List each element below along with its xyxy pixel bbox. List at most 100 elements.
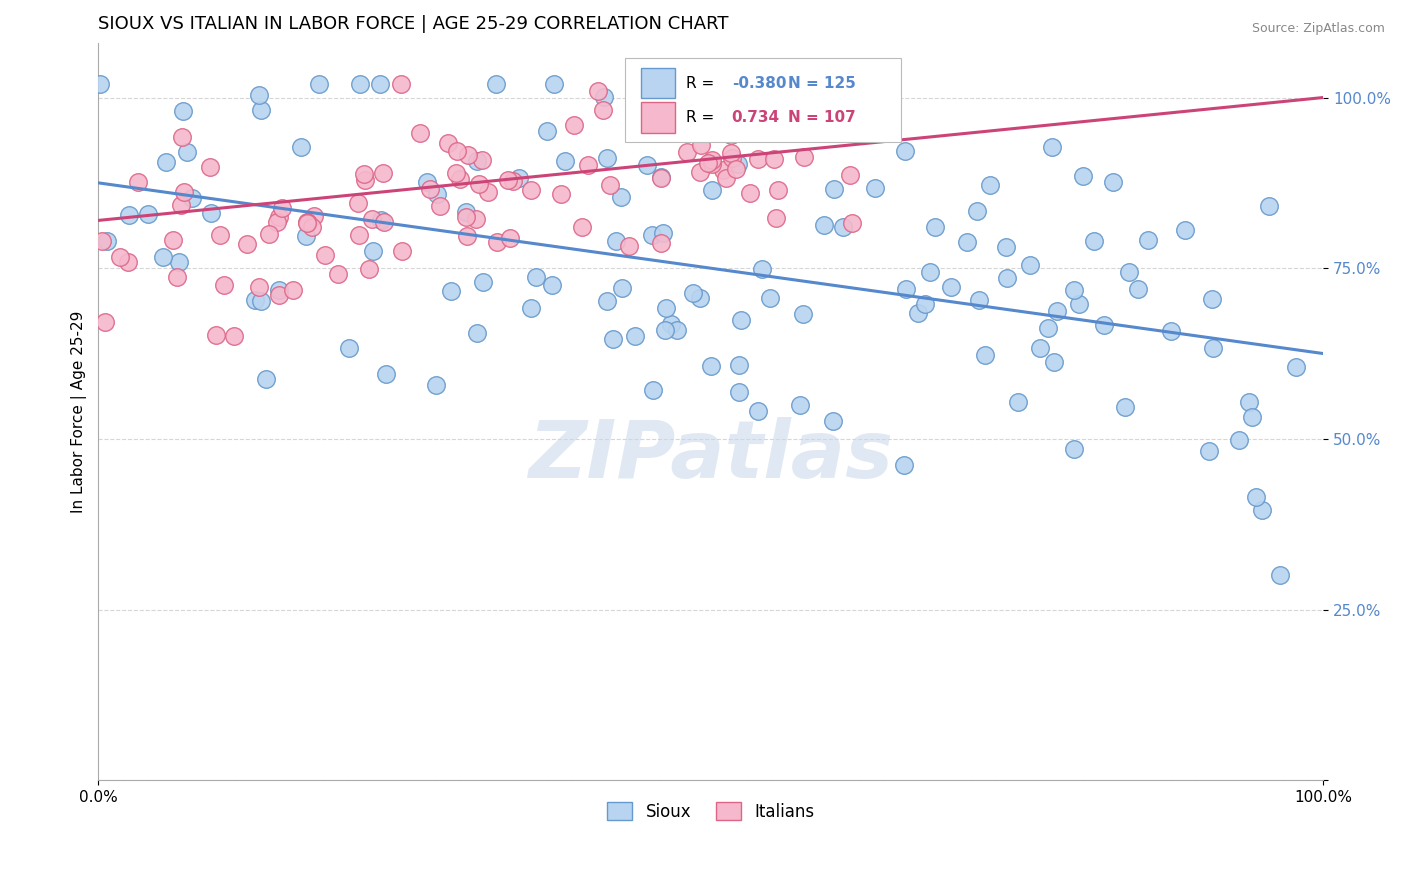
- Point: [995, 240, 1018, 254]
- Point: [270, 201, 292, 215]
- Point: [727, 157, 749, 171]
- Point: [359, 261, 381, 276]
- Point: [672, 91, 695, 105]
- Point: [759, 291, 782, 305]
- Point: [689, 291, 711, 305]
- Point: [236, 237, 259, 252]
- Point: [676, 145, 699, 159]
- Point: [391, 244, 413, 258]
- Point: [641, 228, 664, 243]
- Point: [117, 255, 139, 269]
- Point: [1174, 223, 1197, 237]
- Point: [446, 144, 468, 158]
- Point: [1036, 320, 1059, 334]
- Point: [468, 177, 491, 191]
- Point: [90, 234, 112, 248]
- Point: [747, 403, 769, 417]
- Legend: Sioux, Italians: Sioux, Italians: [600, 796, 821, 827]
- Point: [456, 210, 478, 224]
- Point: [1137, 234, 1160, 248]
- Point: [738, 186, 761, 200]
- Point: [370, 77, 392, 91]
- Point: [823, 414, 845, 428]
- Text: Source: ZipAtlas.com: Source: ZipAtlas.com: [1251, 22, 1385, 36]
- Point: [650, 171, 672, 186]
- Point: [169, 198, 191, 212]
- Point: [650, 236, 672, 251]
- Point: [571, 219, 593, 234]
- Point: [689, 165, 711, 179]
- Point: [820, 80, 842, 95]
- Point: [464, 211, 486, 226]
- Point: [973, 348, 995, 362]
- Point: [813, 218, 835, 232]
- Point: [554, 153, 576, 168]
- Point: [353, 167, 375, 181]
- Point: [170, 129, 193, 144]
- Point: [94, 315, 117, 329]
- Point: [499, 231, 522, 245]
- Point: [290, 140, 312, 154]
- Point: [295, 228, 318, 243]
- Point: [654, 323, 676, 337]
- Point: [1007, 395, 1029, 409]
- FancyBboxPatch shape: [626, 58, 901, 143]
- Point: [1160, 324, 1182, 338]
- Point: [1251, 503, 1274, 517]
- Point: [969, 293, 991, 307]
- Point: [1240, 410, 1263, 425]
- Point: [792, 307, 814, 321]
- Point: [456, 205, 478, 219]
- Point: [1092, 318, 1115, 332]
- Point: [1083, 234, 1105, 248]
- Point: [633, 117, 655, 131]
- Point: [1067, 297, 1090, 311]
- Text: 0.734: 0.734: [731, 110, 780, 125]
- Point: [630, 124, 652, 138]
- Point: [347, 227, 370, 242]
- Point: [485, 77, 508, 91]
- Point: [200, 206, 222, 220]
- Point: [808, 87, 831, 101]
- FancyBboxPatch shape: [641, 68, 675, 98]
- Point: [602, 332, 624, 346]
- Point: [1063, 283, 1085, 297]
- Point: [361, 244, 384, 258]
- Point: [108, 250, 131, 264]
- Point: [166, 269, 188, 284]
- Point: [720, 146, 742, 161]
- Point: [173, 185, 195, 199]
- Point: [562, 118, 585, 132]
- Point: [628, 112, 651, 126]
- Point: [89, 77, 111, 91]
- Point: [721, 151, 744, 165]
- Point: [1063, 442, 1085, 457]
- Point: [641, 384, 664, 398]
- Point: [465, 153, 488, 168]
- Text: -0.380: -0.380: [731, 76, 786, 90]
- Point: [593, 90, 616, 104]
- Point: [839, 168, 862, 182]
- Point: [612, 281, 634, 295]
- Point: [425, 378, 447, 392]
- Point: [599, 178, 621, 192]
- Text: ZIPatlas: ZIPatlas: [529, 417, 893, 495]
- Point: [831, 219, 853, 234]
- Point: [725, 161, 748, 176]
- Point: [519, 301, 541, 315]
- Point: [297, 216, 319, 230]
- Point: [437, 136, 460, 150]
- Text: N = 125: N = 125: [787, 76, 856, 90]
- Point: [212, 277, 235, 292]
- Point: [766, 184, 789, 198]
- Point: [281, 284, 304, 298]
- Point: [440, 285, 463, 299]
- Point: [1019, 258, 1042, 272]
- Point: [247, 280, 270, 294]
- Point: [347, 196, 370, 211]
- Point: [361, 212, 384, 227]
- Point: [724, 77, 747, 91]
- Point: [669, 97, 692, 112]
- Point: [457, 148, 479, 162]
- Point: [426, 186, 449, 201]
